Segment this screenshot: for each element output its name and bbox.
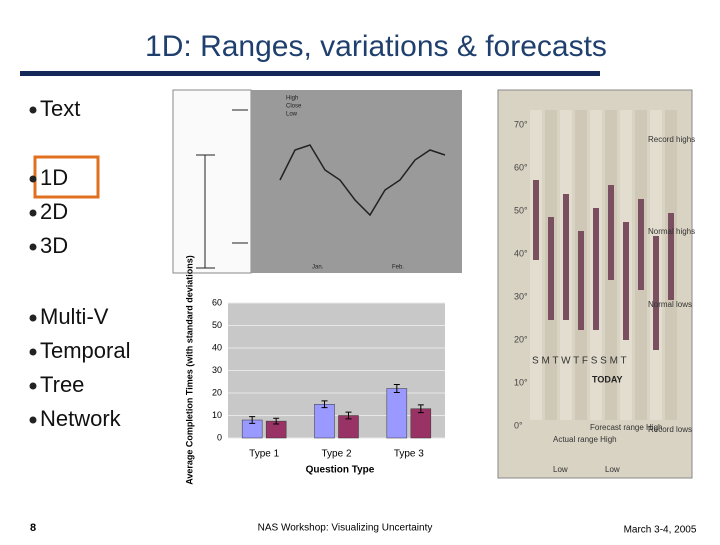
bar	[386, 388, 408, 439]
range-bar	[608, 185, 614, 280]
bullet-dot	[29, 348, 37, 356]
column	[530, 110, 542, 420]
note: Record highs	[648, 135, 695, 144]
stock-image: High Close Low Jan. Feb.	[172, 89, 462, 274]
footer-event: NAS Workshop: Visualizing Uncertainty	[258, 523, 433, 534]
bullet-text: Multi-V	[40, 304, 109, 329]
temp-label: 10°	[514, 377, 528, 387]
bullet-text: Text	[40, 96, 80, 121]
page-number: 8	[30, 522, 36, 534]
range-bar	[638, 199, 644, 290]
bar	[410, 408, 432, 439]
low: Low	[605, 465, 620, 474]
range-bar	[623, 222, 629, 340]
bullet-text: 1D	[40, 165, 68, 190]
days: S M T W T F S S M T	[532, 356, 627, 367]
y-tick-label: 40	[212, 342, 222, 352]
bullet-dot	[29, 382, 37, 390]
note: Record lows	[648, 425, 692, 434]
error-bar	[249, 416, 256, 424]
forecast: Forecast range High	[590, 423, 662, 432]
y-tick-label: 20	[212, 387, 222, 397]
bullet-dot	[29, 175, 37, 183]
footer-date: March 3-4, 2005	[624, 525, 697, 536]
x-tick-label: Type 3	[394, 449, 424, 460]
bullet-text: 2D	[40, 199, 68, 224]
temp-label: 60°	[514, 162, 528, 172]
x-axis-label: Question Type	[306, 465, 375, 476]
month-label: Feb.	[392, 265, 404, 271]
legend-label: Low	[286, 112, 298, 118]
y-axis-label: Average Completion Times (with standard …	[184, 255, 194, 485]
x-tick-label: Type 1	[249, 449, 279, 460]
title: 1D: Ranges, variations & forecasts	[145, 30, 607, 63]
y-tick-label: 0	[217, 432, 222, 442]
range-bar	[548, 217, 554, 320]
legend-label: High	[286, 96, 298, 102]
range-bar	[563, 194, 569, 320]
bullet-dot	[29, 416, 37, 424]
temp-label: 50°	[514, 205, 528, 215]
range-bar	[578, 231, 584, 330]
error-bar	[273, 417, 280, 425]
range-bar	[668, 213, 674, 300]
bullet-text: 3D	[40, 233, 68, 258]
x-tick-label: Type 2	[321, 449, 351, 460]
error-bar	[345, 411, 352, 420]
bar	[314, 404, 335, 439]
note: Normal highs	[648, 227, 695, 236]
range-bar	[593, 208, 599, 330]
bullet-dot	[29, 243, 37, 251]
temp-label: 70°	[514, 119, 528, 129]
bullet-dot	[29, 106, 37, 114]
actual: Actual range High	[553, 435, 617, 444]
low: Low	[553, 465, 568, 474]
today: TODAY	[592, 374, 623, 384]
temp-label: 20°	[514, 334, 528, 344]
bullet-text: Network	[40, 406, 122, 431]
legend-label: Close	[286, 104, 302, 110]
error-bar	[321, 400, 328, 409]
error-bar	[417, 404, 424, 414]
temp-label: 40°	[514, 248, 528, 258]
bullet-text: Temporal	[40, 338, 130, 363]
month-label: Jan.	[312, 265, 324, 271]
error-bar	[393, 383, 400, 394]
bullet-dot	[29, 314, 37, 322]
range-bar	[653, 236, 659, 350]
y-tick-label: 10	[212, 410, 222, 420]
weather-image: 70° 60° 50° 40° 30° 20° 10° 0° Record highs Norma…	[497, 89, 695, 479]
note: Normal lows	[648, 300, 692, 309]
temp-label: 0°	[514, 420, 523, 430]
y-tick-label: 30	[212, 365, 222, 375]
title-rule	[20, 71, 600, 76]
bullet-dot	[29, 209, 37, 217]
temp-label: 30°	[514, 291, 528, 301]
y-tick-label: 60	[212, 297, 222, 307]
bullet-text: Tree	[40, 372, 84, 397]
range-bar	[533, 180, 539, 260]
y-tick-label: 50	[212, 320, 222, 330]
